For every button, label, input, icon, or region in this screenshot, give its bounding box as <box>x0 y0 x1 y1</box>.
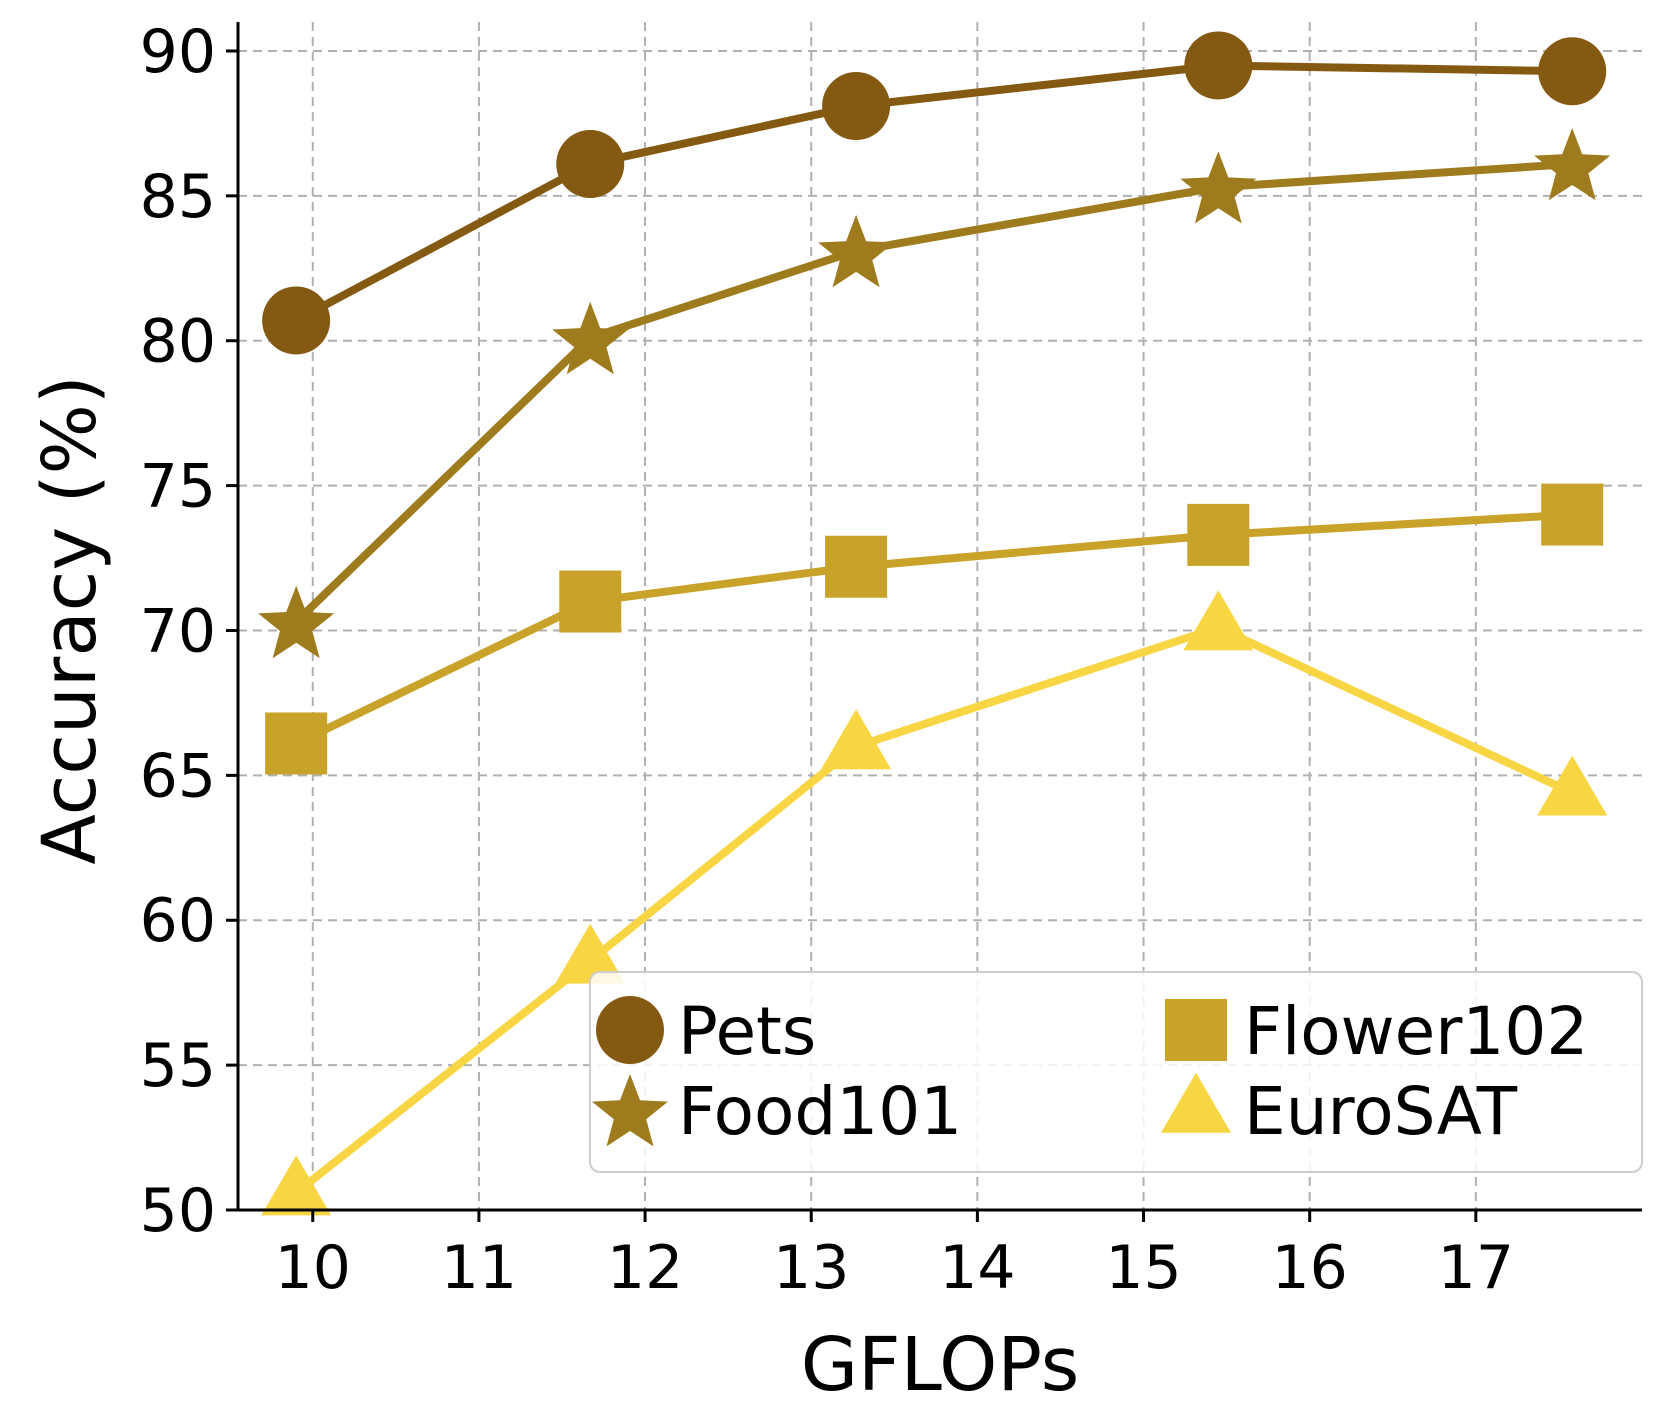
flower102-line <box>294 510 1573 748</box>
flower102-point <box>1187 503 1250 566</box>
legend-label-flower102: Flower102 <box>1244 993 1588 1070</box>
legend-item-flower102: Flower102 <box>1165 993 1588 1070</box>
series-layer <box>258 31 1611 1216</box>
series-food101 <box>258 128 1611 659</box>
pets-point <box>556 129 625 198</box>
legend-label-pets: Pets <box>678 993 816 1070</box>
legend-marker-flower102 <box>1165 999 1227 1061</box>
x-tick-label: 12 <box>607 1233 683 1303</box>
flower102-point <box>559 570 622 633</box>
pets-point <box>822 72 891 141</box>
pets-point <box>1184 31 1253 100</box>
x-tick-label: 17 <box>1438 1233 1514 1303</box>
food101-line <box>293 160 1573 625</box>
x-tick-label: 10 <box>275 1233 351 1303</box>
x-tick-label: 13 <box>773 1233 849 1303</box>
food101-point <box>1534 128 1611 201</box>
grid <box>238 22 1642 1211</box>
pets-point <box>1538 37 1607 106</box>
eurosat-point <box>1183 590 1254 651</box>
eurosat-point <box>261 1155 332 1216</box>
food101-point <box>818 214 895 288</box>
axes: 10 11 12 13 14 15 16 17 50 55 60 65 70 75 80 85 90 <box>140 17 1642 1303</box>
legend-label-eurosat: EuroSAT <box>1244 1073 1518 1150</box>
y-axis-title: Accuracy (%) <box>27 375 113 864</box>
y-tick-label: 80 <box>140 307 216 377</box>
x-tick-label: 16 <box>1272 1233 1348 1303</box>
series-pets <box>262 31 1607 355</box>
eurosat-point <box>1537 755 1608 816</box>
eurosat-point <box>821 709 892 770</box>
y-tick-label: 60 <box>140 886 216 956</box>
x-tick-label: 15 <box>1105 1233 1181 1303</box>
legend-marker-eurosat <box>1161 1072 1231 1133</box>
legend-item-food101: Food101 <box>592 1073 962 1150</box>
x-tick-label: 11 <box>441 1233 517 1303</box>
food101-point <box>258 585 335 659</box>
y-tick-label: 50 <box>140 1176 216 1246</box>
series-eurosat <box>261 590 1608 1216</box>
food101-point <box>552 301 629 375</box>
y-tick-label: 65 <box>140 741 216 811</box>
legend-marker-pets <box>596 996 664 1064</box>
legend-item-eurosat: EuroSAT <box>1161 1072 1518 1150</box>
legend-item-pets: Pets <box>596 993 816 1070</box>
x-tick-label: 14 <box>939 1233 1015 1303</box>
legend-box <box>589 971 1643 1173</box>
pets-point <box>262 286 331 355</box>
legend-marker-food101 <box>592 1074 668 1147</box>
flower102-point <box>1541 483 1604 546</box>
y-tick-label: 70 <box>140 596 216 666</box>
y-tick-label: 85 <box>140 162 216 232</box>
y-tick-label: 75 <box>140 452 216 522</box>
legend-label-food101: Food101 <box>678 1073 962 1150</box>
y-tick-label: 55 <box>140 1031 216 1101</box>
y-tick-label: 90 <box>140 17 216 87</box>
legend: Pets Flower102 Food101 EuroSAT <box>589 971 1643 1173</box>
series-flower102 <box>265 483 1604 775</box>
flower102-point <box>265 712 328 775</box>
flower102-point <box>825 535 888 598</box>
food101-point <box>1180 151 1257 224</box>
eurosat-point <box>555 923 626 984</box>
x-axis-title: GFLOPs <box>801 1322 1080 1408</box>
pets-line <box>294 61 1573 324</box>
